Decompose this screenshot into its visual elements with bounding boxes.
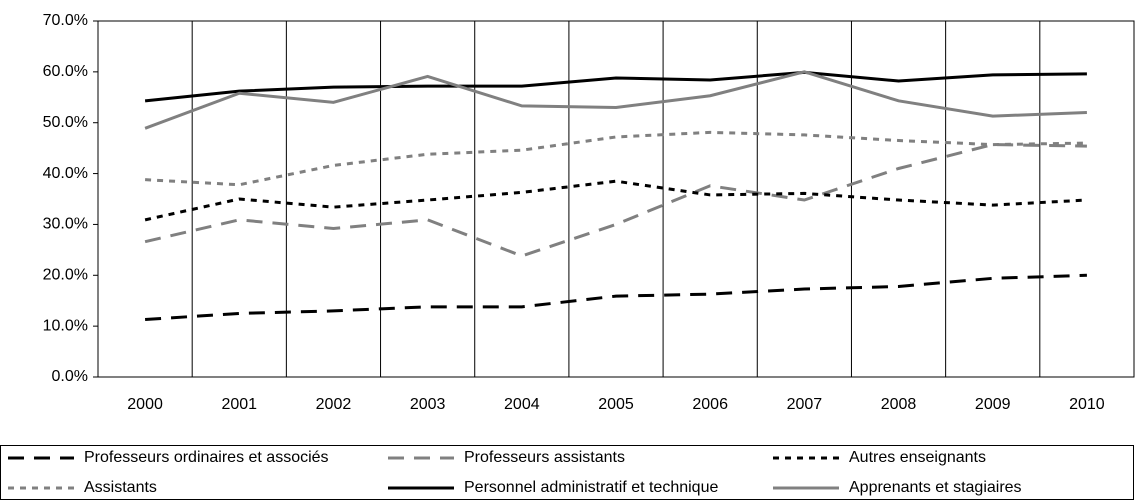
x-tick-label: 2005 xyxy=(598,396,634,413)
x-tick-label: 2004 xyxy=(504,396,540,413)
y-tick-label: 40.0% xyxy=(43,165,88,182)
y-tick-label: 10.0% xyxy=(43,317,88,334)
x-tick-label: 2001 xyxy=(221,396,257,413)
x-tick-label: 2006 xyxy=(692,396,728,413)
x-tick-label: 2002 xyxy=(316,396,352,413)
x-tick-label: 2009 xyxy=(975,396,1011,413)
series-line xyxy=(145,130,1087,187)
y-tick-label: 20.0% xyxy=(43,267,88,284)
y-tick-label: 50.0% xyxy=(43,114,88,131)
y-tick-label: 30.0% xyxy=(43,216,88,233)
series-line xyxy=(144,179,1087,222)
legend-label: Professeurs assistants xyxy=(464,449,625,466)
x-tick-label: 2008 xyxy=(881,396,917,413)
series-line xyxy=(144,70,1087,130)
y-tick-label: 60.0% xyxy=(43,63,88,80)
series-line xyxy=(144,273,1087,322)
legend-label: Professeurs ordinaires et associés xyxy=(84,449,329,466)
x-tick-label: 2003 xyxy=(410,396,446,413)
x-tick-label: 2000 xyxy=(127,396,163,413)
legend-label: Autres enseignants xyxy=(849,449,986,466)
legend-label: Personnel administratif et technique xyxy=(464,479,718,496)
legend-label: Assistants xyxy=(84,479,157,496)
series-line xyxy=(144,70,1087,103)
x-tick-label: 2007 xyxy=(787,396,823,413)
y-tick-label: 70.0% xyxy=(43,12,88,29)
x-tick-label: 2010 xyxy=(1069,396,1105,413)
y-tick-label: 0.0% xyxy=(52,368,88,385)
plot-border xyxy=(97,20,1135,378)
series-line xyxy=(144,143,1087,258)
legend-label: Apprenants et stagiaires xyxy=(849,479,1022,496)
